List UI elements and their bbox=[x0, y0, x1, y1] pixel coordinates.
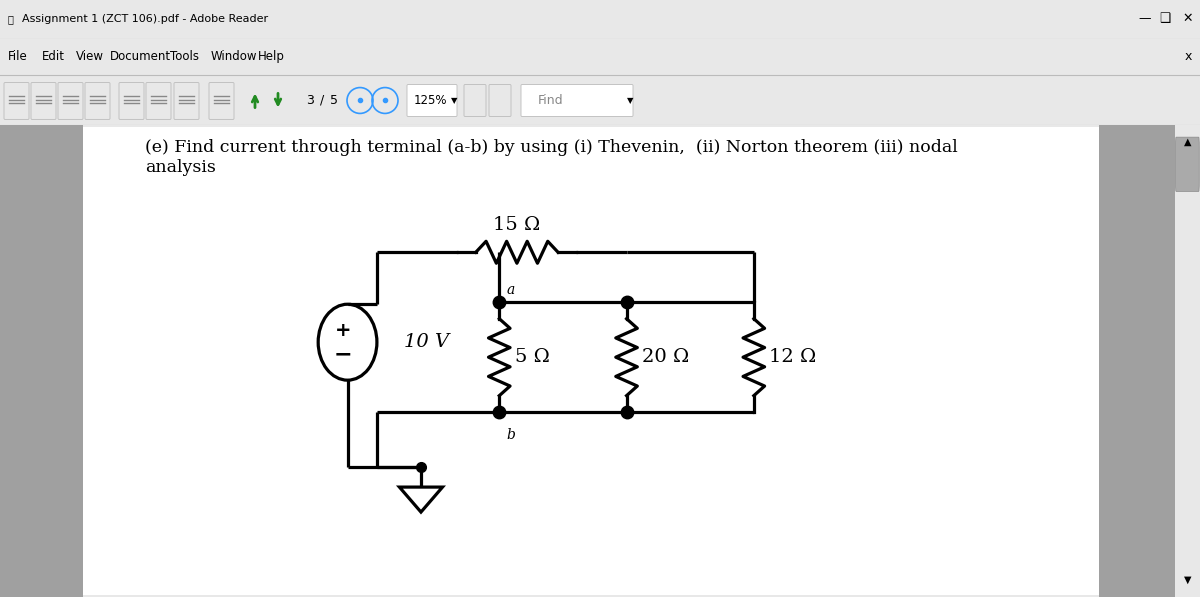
FancyBboxPatch shape bbox=[4, 82, 29, 119]
Text: −: − bbox=[334, 344, 352, 364]
Text: Tools: Tools bbox=[170, 50, 199, 63]
Text: /: / bbox=[320, 94, 324, 107]
Text: Window: Window bbox=[210, 50, 257, 63]
FancyBboxPatch shape bbox=[407, 85, 457, 116]
Text: —: — bbox=[1139, 13, 1151, 26]
Text: View: View bbox=[76, 50, 104, 63]
Text: Help: Help bbox=[258, 50, 284, 63]
Text: ▼: ▼ bbox=[1183, 575, 1192, 585]
FancyBboxPatch shape bbox=[119, 82, 144, 119]
Text: Find: Find bbox=[538, 94, 564, 107]
FancyBboxPatch shape bbox=[464, 85, 486, 116]
FancyBboxPatch shape bbox=[1176, 137, 1199, 192]
Text: x: x bbox=[1184, 50, 1192, 63]
Text: 5: 5 bbox=[330, 94, 338, 107]
Text: b: b bbox=[506, 428, 515, 442]
Text: ▲: ▲ bbox=[1183, 137, 1192, 147]
Text: Document: Document bbox=[110, 50, 172, 63]
FancyBboxPatch shape bbox=[209, 82, 234, 119]
Text: 20 Ω: 20 Ω bbox=[642, 348, 690, 366]
FancyBboxPatch shape bbox=[83, 127, 1099, 595]
Text: ❑: ❑ bbox=[1159, 13, 1171, 26]
Text: analysis: analysis bbox=[145, 159, 216, 176]
Text: File: File bbox=[8, 50, 28, 63]
Text: 12 Ω: 12 Ω bbox=[769, 348, 817, 366]
FancyBboxPatch shape bbox=[146, 82, 172, 119]
FancyBboxPatch shape bbox=[521, 85, 634, 116]
Text: ▼: ▼ bbox=[451, 96, 457, 105]
Text: 125%: 125% bbox=[413, 94, 446, 107]
Text: +: + bbox=[335, 321, 350, 340]
FancyBboxPatch shape bbox=[85, 82, 110, 119]
Text: 📄: 📄 bbox=[8, 14, 14, 24]
Text: Assignment 1 (ZCT 106).pdf - Adobe Reader: Assignment 1 (ZCT 106).pdf - Adobe Reade… bbox=[22, 14, 268, 24]
Text: Edit: Edit bbox=[42, 50, 65, 63]
FancyBboxPatch shape bbox=[490, 85, 511, 116]
Text: ▼: ▼ bbox=[626, 96, 634, 105]
FancyBboxPatch shape bbox=[31, 82, 56, 119]
Text: (e) Find current through terminal (a-b) by using (i) Thevenin,  (ii) Norton theo: (e) Find current through terminal (a-b) … bbox=[145, 139, 958, 156]
Text: 5 Ω: 5 Ω bbox=[515, 348, 550, 366]
FancyBboxPatch shape bbox=[0, 125, 83, 597]
Text: 10 V: 10 V bbox=[404, 333, 450, 351]
Text: 15 Ω: 15 Ω bbox=[493, 216, 540, 234]
Text: ✕: ✕ bbox=[1183, 13, 1193, 26]
FancyBboxPatch shape bbox=[174, 82, 199, 119]
FancyBboxPatch shape bbox=[1099, 125, 1177, 597]
Text: a: a bbox=[506, 283, 515, 297]
FancyBboxPatch shape bbox=[58, 82, 83, 119]
Text: 3: 3 bbox=[306, 94, 314, 107]
